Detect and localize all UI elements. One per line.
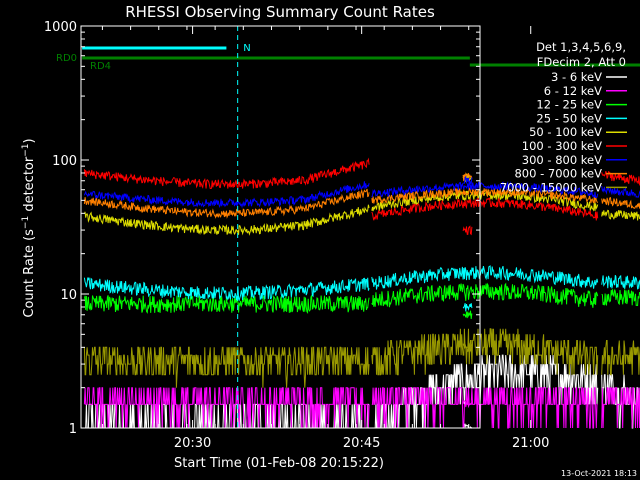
series-s9-fragment	[462, 343, 473, 354]
series-s7	[83, 175, 640, 209]
series-s2-segment-3	[601, 387, 640, 429]
y-axis-label-end: )	[22, 138, 37, 143]
series-s2	[83, 387, 640, 429]
data-layer	[83, 157, 640, 429]
series-s3-fragment	[462, 310, 473, 319]
y-axis-label-sup2: −1	[21, 143, 31, 156]
legend-label-s5: 50 - 100 keV	[529, 125, 602, 139]
series-s6-segment-3	[601, 170, 640, 187]
legend-label-s8: 800 - 7000 keV	[514, 167, 602, 181]
legend-header-1: Det 1,3,4,5,6,9,	[536, 40, 626, 54]
y-axis-label: Count Rate (s−1 detector−1)	[21, 138, 37, 317]
series-s1-fragment	[462, 423, 473, 429]
legend-label-s9: 7000 - 15000 keV	[500, 180, 602, 194]
chart-title: RHESSI Observing Summary Count Rates	[125, 3, 435, 21]
y-axis-label-main: Count Rate (s	[22, 229, 37, 318]
y-tick-label: 10	[60, 288, 77, 303]
y-axis-label-mid: detector	[22, 156, 37, 216]
series-s4-fragment	[462, 303, 473, 312]
series-s3-segment-1	[83, 295, 370, 314]
series-s1-segment-3	[601, 374, 640, 429]
flag-rd0-label: RD0	[56, 53, 77, 64]
series-s7-segment-2	[371, 181, 599, 199]
x-tick-label: 20:45	[343, 436, 380, 451]
series-s9	[83, 328, 640, 388]
plot-frame	[80, 25, 481, 429]
series-s8	[83, 172, 640, 219]
x-axis-label: Start Time (01-Feb-08 20:15:22)	[174, 456, 384, 471]
series-s8-segment-1	[83, 188, 370, 219]
series-s5-segment-2	[371, 189, 599, 212]
legend-label-s3: 12 - 25 keV	[536, 98, 602, 112]
series-s6-segment-2	[371, 197, 599, 221]
series-s8-fragment	[462, 172, 473, 182]
x-tick-label: 21:00	[512, 436, 549, 451]
y-tick-label: 1	[69, 422, 77, 437]
legend-label-s6: 100 - 300 keV	[522, 139, 602, 153]
y-tick-label: 1000	[44, 20, 77, 35]
series-s4-segment-2	[371, 265, 599, 290]
series-s5-segment-3	[601, 209, 640, 221]
legend-header-2: FDecim 2, Att 0	[537, 55, 626, 69]
series-s3-segment-3	[601, 289, 640, 307]
legend-label-s1: 3 - 6 keV	[551, 70, 602, 84]
legend-label-s7: 300 - 800 keV	[522, 153, 602, 167]
flag-rd4-label: RD4	[90, 61, 111, 72]
y-axis-label-sup1: −1	[21, 216, 31, 229]
series-s4-segment-1	[83, 277, 370, 302]
series-s6	[83, 157, 640, 236]
series-s6-fragment	[462, 225, 473, 236]
series-s1-segment-1	[84, 403, 370, 429]
series-s2-segment-1	[83, 387, 370, 429]
series-s7-segment-3	[601, 185, 640, 198]
flag-n-label: N	[243, 43, 250, 54]
footer-date: 13-Oct-2021 18:13	[561, 469, 637, 478]
series-s3-segment-2	[371, 282, 599, 308]
series-s3	[83, 282, 640, 319]
series-s9-segment-3	[601, 340, 640, 376]
series-s4	[83, 265, 640, 312]
series-s8-segment-3	[601, 197, 640, 210]
series-s2-segment-2	[371, 387, 598, 429]
x-tick-label: 20:30	[174, 436, 211, 451]
series-s6-segment-1	[83, 157, 370, 190]
legend-label-s4: 25 - 50 keV	[536, 111, 602, 125]
series-s5-segment-1	[84, 204, 370, 236]
legend-label-s2: 6 - 12 keV	[544, 84, 602, 98]
series-s2-fragment	[462, 400, 473, 409]
series-s4-segment-3	[601, 274, 640, 290]
series-s8-segment-2	[371, 187, 599, 204]
legend: Det 1,3,4,5,6,9, FDecim 2, Att 0 3 - 6 k…	[500, 40, 627, 194]
series-s9-segment-1	[83, 346, 370, 388]
series-s7-fragment	[463, 175, 473, 186]
series-s9-segment-2	[371, 328, 599, 376]
y-tick-label: 100	[52, 154, 77, 169]
series-s7-segment-1	[83, 181, 370, 209]
